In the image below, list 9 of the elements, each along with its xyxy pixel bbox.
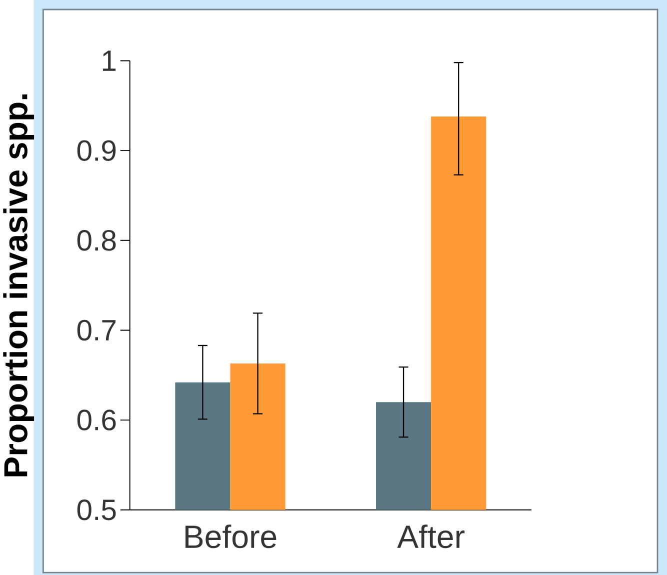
y-tick-label: 0.5 xyxy=(77,499,116,520)
x-tick-label: After xyxy=(397,524,464,548)
y-tick-label: 0.9 xyxy=(77,140,116,161)
y-tick-label: 0.7 xyxy=(77,320,116,340)
y-axis-title: Proportion invasive spp. xyxy=(3,94,34,476)
y-tick-label: 0.6 xyxy=(77,409,116,430)
y-tick-label: 1 xyxy=(102,50,116,71)
x-tick-label: Before xyxy=(186,524,276,548)
y-tick-label: 0.8 xyxy=(77,230,116,251)
